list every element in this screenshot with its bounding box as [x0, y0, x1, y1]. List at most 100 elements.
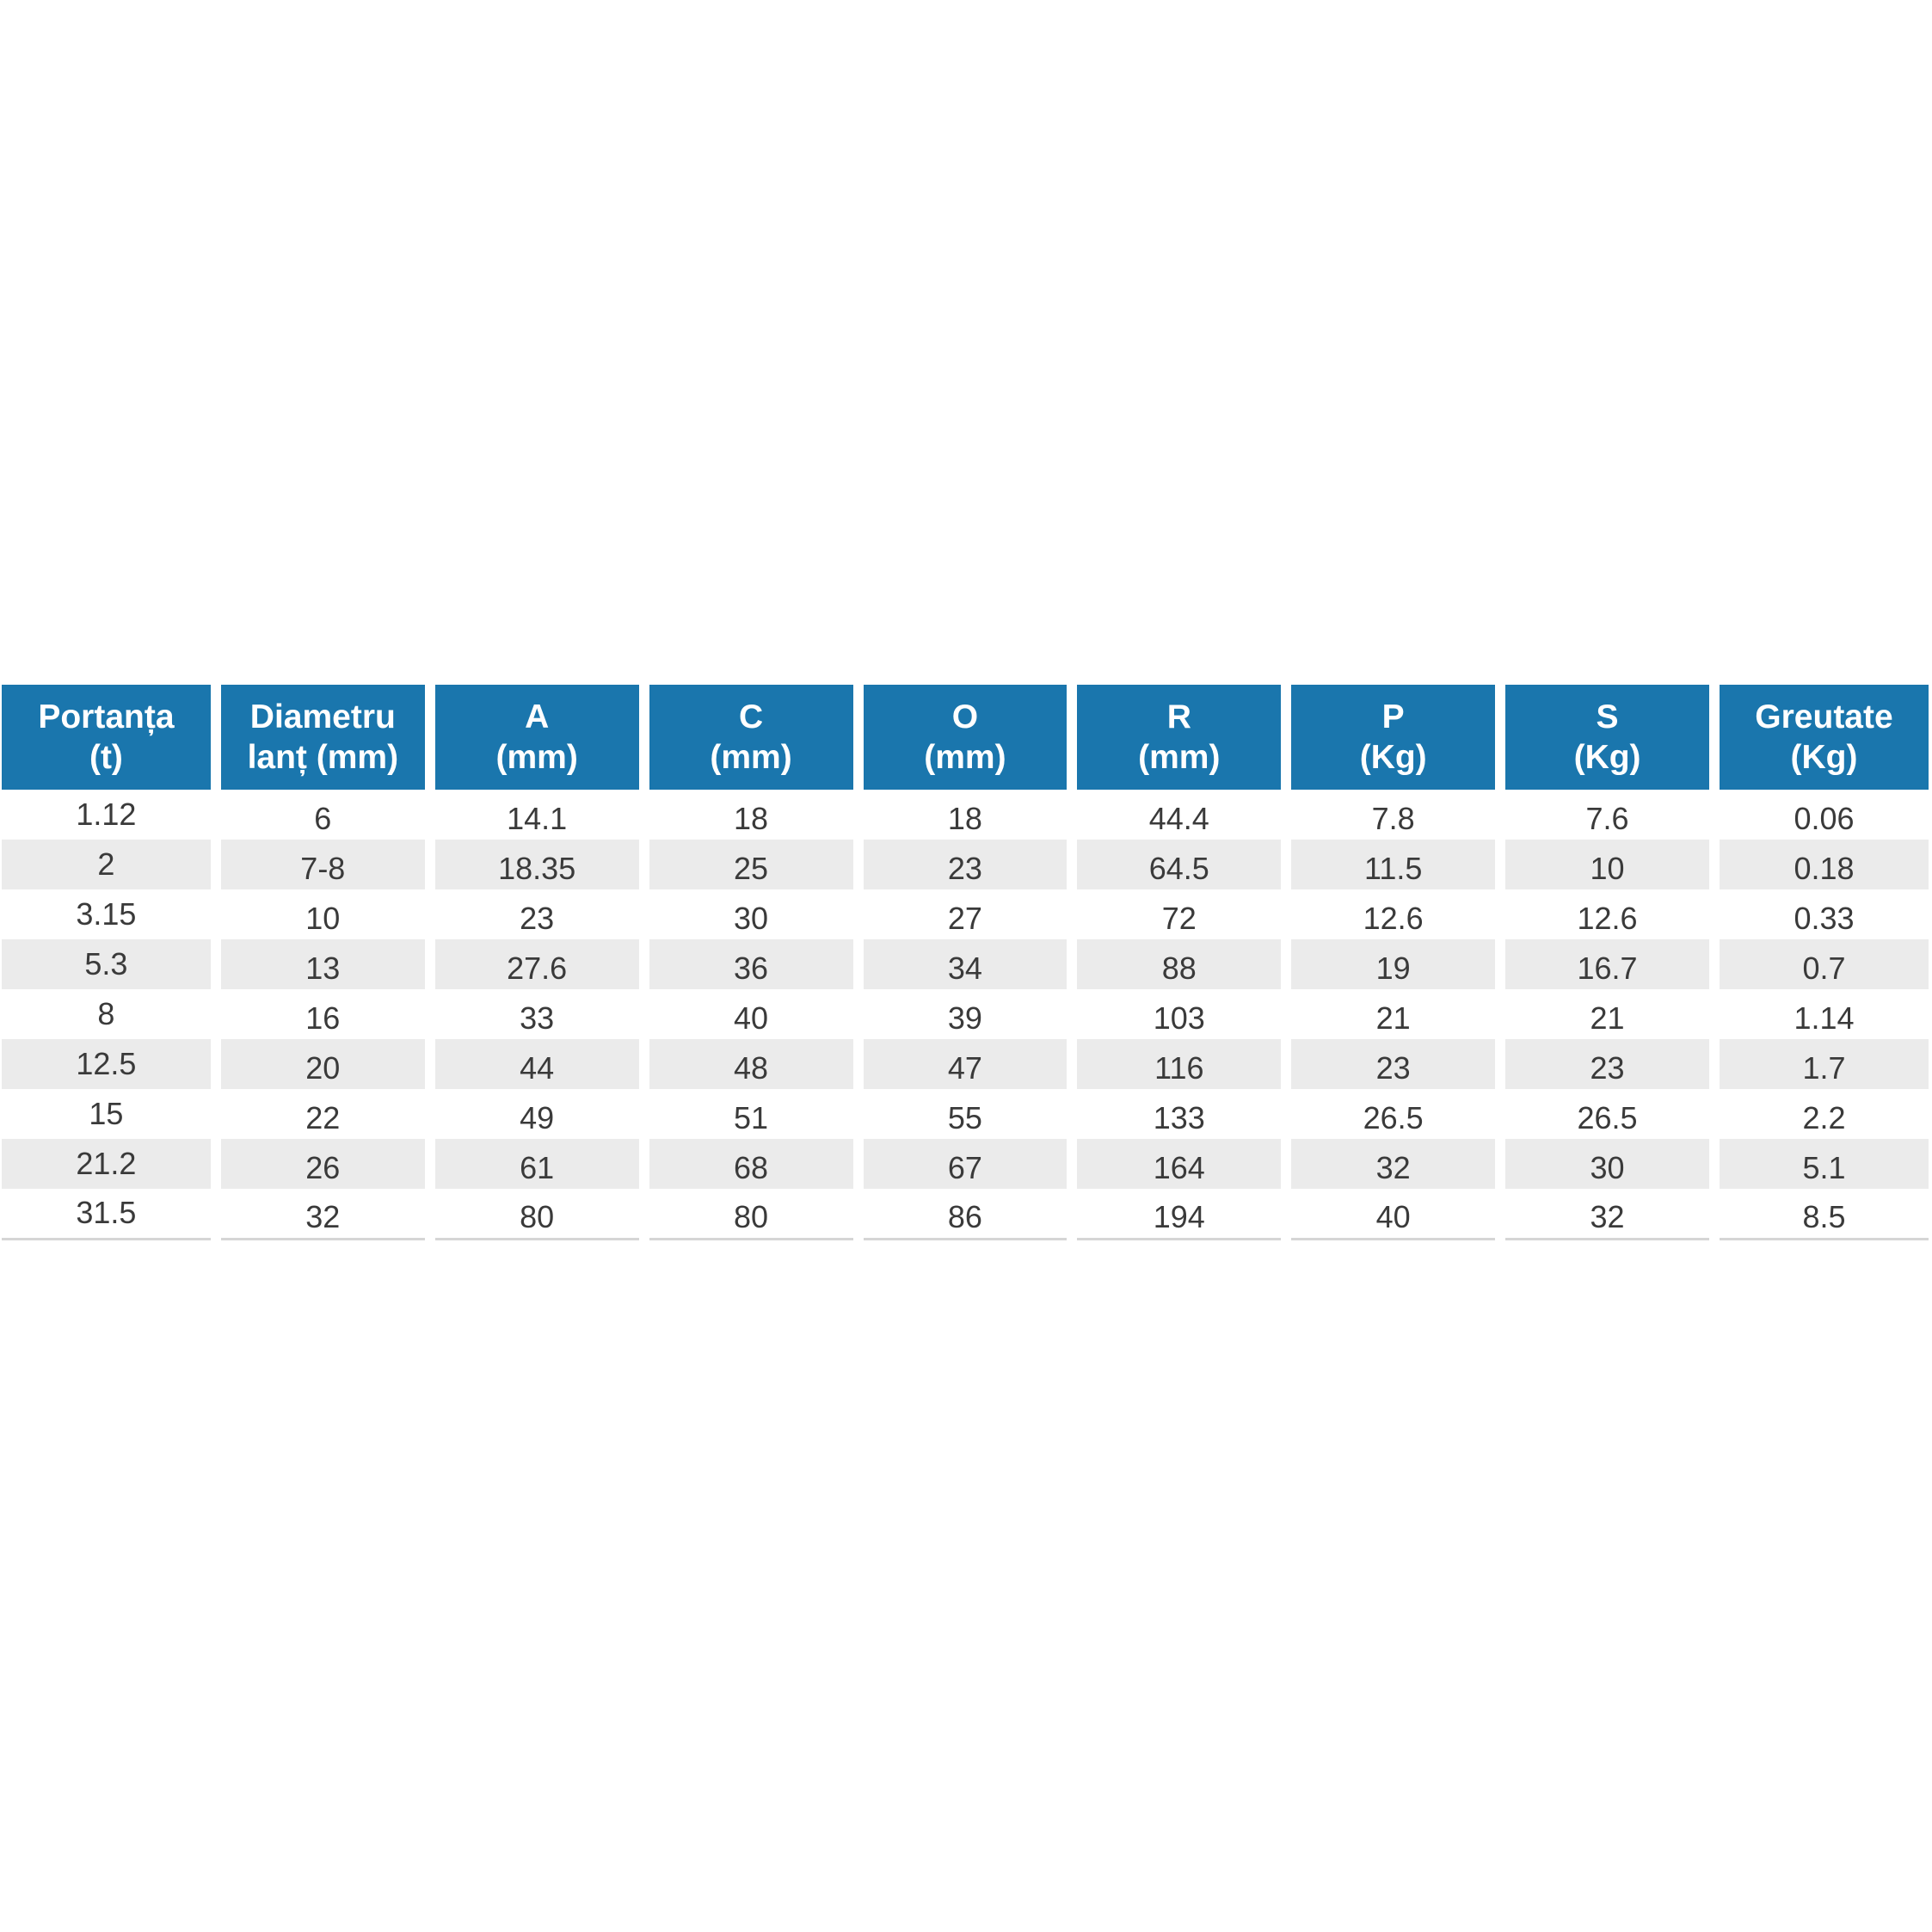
column-header-6: R (mm) — [1067, 685, 1287, 790]
table-cell: 1.14 — [1709, 989, 1929, 1039]
table-cell: 44.4 — [1067, 790, 1287, 840]
table-row: 5.3 13 27.6 36 34 88 19 16.7 0.7 — [2, 939, 1929, 989]
column-unit: (mm) — [495, 739, 578, 776]
column-label: P — [1381, 698, 1405, 735]
table-cell: 5.1 — [1709, 1139, 1929, 1189]
table-cell: 88 — [1067, 939, 1287, 989]
table-row: 31.5 32 80 80 86 194 40 32 8.5 — [2, 1189, 1929, 1239]
table-cell: 0.18 — [1709, 840, 1929, 889]
table-header: Portanța (t) Diametru lanț (mm) A (mm) C (mm) O (… — [2, 685, 1929, 790]
table-cell: 11.5 — [1281, 840, 1501, 889]
table-cell: 25 — [638, 840, 858, 889]
table-cell: 6 — [210, 790, 430, 840]
table-cell: 14.1 — [424, 790, 644, 840]
table-cell: 40 — [638, 989, 858, 1039]
column-label: Diametru — [249, 698, 396, 735]
table-row: 2 7-8 18.35 25 23 64.5 11.5 10 0.18 — [2, 840, 1929, 889]
table-cell: 40 — [1281, 1189, 1501, 1239]
table-cell: 32 — [1281, 1139, 1501, 1189]
table-cell: 2.2 — [1709, 1089, 1929, 1139]
table-row: 21.2 26 61 68 67 164 32 30 5.1 — [2, 1139, 1929, 1189]
table-cell: 27.6 — [424, 939, 644, 989]
table-cell: 18 — [638, 790, 858, 840]
column-header-5: O (mm) — [852, 685, 1073, 790]
column-header-4: C (mm) — [638, 685, 858, 790]
column-unit: (Kg) — [1359, 739, 1427, 776]
table-cell: 80 — [424, 1189, 644, 1239]
table-cell: 133 — [1067, 1089, 1287, 1139]
table-cell: 36 — [638, 939, 858, 989]
column-label: O — [951, 698, 979, 735]
column-unit: (t) — [89, 739, 123, 776]
table-cell: 8.5 — [1709, 1189, 1929, 1239]
table-cell: 47 — [852, 1039, 1073, 1089]
table-cell: 12.6 — [1495, 889, 1714, 939]
table-cell: 15 — [89, 1096, 124, 1131]
table-cell: 48 — [638, 1039, 858, 1089]
table-cell: 5.3 — [2, 939, 216, 989]
column-label: S — [1596, 698, 1619, 735]
table-cell: 18.35 — [424, 840, 644, 889]
column-unit: (Kg) — [1790, 739, 1858, 776]
table-cell: 26 — [210, 1139, 430, 1189]
table-cell: 21.2 — [2, 1139, 216, 1189]
table-cell: 23 — [1281, 1039, 1501, 1089]
table-cell: 16 — [210, 989, 430, 1039]
column-unit: (mm) — [710, 739, 792, 776]
table-cell: 7.6 — [1495, 790, 1714, 840]
table-cell: 34 — [852, 939, 1073, 989]
column-header-2: Diametru lanț (mm) — [210, 685, 430, 790]
table-cell: 20 — [210, 1039, 430, 1089]
table-cell: 31.5 — [76, 1195, 137, 1231]
table-cell: 194 — [1067, 1189, 1287, 1239]
table-cell: 8 — [97, 996, 115, 1031]
table-cell: 3.15 — [76, 896, 137, 932]
table-cell: 32 — [1495, 1189, 1714, 1239]
table-cell: 116 — [1067, 1039, 1287, 1089]
table-cell: 61 — [424, 1139, 644, 1189]
table-cell: 39 — [852, 989, 1073, 1039]
table-cell: 23 — [1495, 1039, 1714, 1089]
spec-table-wrapper: Portanța (t) Diametru lanț (mm) A (mm) C (mm) O (… — [2, 685, 1929, 1240]
column-unit: (Kg) — [1573, 739, 1641, 776]
table-cell: 1.7 — [1709, 1039, 1929, 1089]
table-cell: 1.12 — [76, 797, 137, 832]
table-cell: 86 — [852, 1189, 1073, 1239]
column-header-3: A (mm) — [424, 685, 644, 790]
table-cell: 32 — [210, 1189, 430, 1239]
table-cell: 103 — [1067, 989, 1287, 1039]
table-cell: 33 — [424, 989, 644, 1039]
table-cell: 2 — [2, 840, 216, 889]
column-header-1: Portanța (t) — [2, 685, 216, 790]
table-cell: 72 — [1067, 889, 1287, 939]
table-row: 12.5 20 44 48 47 116 23 23 1.7 — [2, 1039, 1929, 1089]
table-cell: 51 — [638, 1089, 858, 1139]
table-cell: 19 — [1281, 939, 1501, 989]
table-cell: 30 — [1495, 1139, 1714, 1189]
table-cell: 0.7 — [1709, 939, 1929, 989]
table-row: 15 22 49 51 55 133 26.5 26.5 2.2 — [2, 1089, 1929, 1139]
table-cell: 23 — [852, 840, 1073, 889]
table-cell: 12.6 — [1281, 889, 1501, 939]
table-cell: 164 — [1067, 1139, 1287, 1189]
table-cell: 23 — [424, 889, 644, 939]
table-cell: 80 — [638, 1189, 858, 1239]
table-row: 3.15 10 23 30 27 72 12.6 12.6 0.33 — [2, 889, 1929, 939]
table-cell: 18 — [852, 790, 1073, 840]
table-cell: 68 — [638, 1139, 858, 1189]
table-cell: 0.33 — [1709, 889, 1929, 939]
column-label: C — [738, 698, 764, 735]
table-body: 1.12 6 14.1 18 18 44.4 7.8 7.6 0.06 2 7-8 18.35 25 23… — [2, 790, 1929, 1239]
column-label: R — [1166, 698, 1191, 735]
table-cell: 26.5 — [1281, 1089, 1501, 1139]
table-cell: 7.8 — [1281, 790, 1501, 840]
table-cell: 16.7 — [1495, 939, 1714, 989]
table-cell: 64.5 — [1067, 840, 1287, 889]
table-cell: 22 — [210, 1089, 430, 1139]
column-unit: (mm) — [1138, 739, 1221, 776]
column-label: A — [525, 698, 550, 735]
table-cell: 27 — [852, 889, 1073, 939]
column-label: Greutate — [1755, 698, 1893, 735]
table-cell: 10 — [1495, 840, 1714, 889]
column-header-7: P (Kg) — [1281, 685, 1501, 790]
